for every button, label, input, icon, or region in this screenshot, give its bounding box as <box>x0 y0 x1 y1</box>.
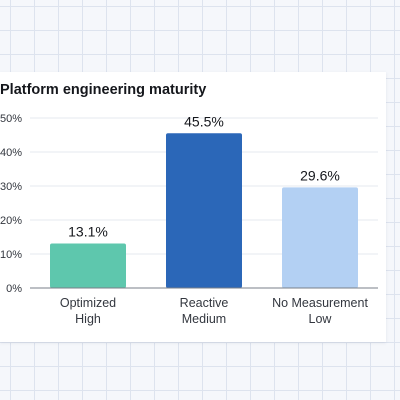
y-tick-label: 0% <box>6 283 22 295</box>
y-tick-label: 10% <box>0 249 22 261</box>
bar <box>50 243 126 288</box>
category-label-line: Optimized <box>60 296 116 310</box>
category-labels: Optimized High Reactive Medium No Measuremen… <box>60 296 369 326</box>
y-tick-label: 40% <box>0 147 22 159</box>
y-tick-label: 20% <box>0 215 22 227</box>
bar <box>166 133 242 288</box>
category-label-line: Low <box>309 312 333 326</box>
data-label: 13.1% <box>68 223 108 239</box>
data-label: 45.5% <box>184 113 224 129</box>
category-label: No Measurement Low <box>272 296 368 326</box>
category-label: Reactive Medium <box>180 296 229 326</box>
data-labels: 13.1% 45.5% 29.6% <box>68 113 340 239</box>
category-label-line: No Measurement <box>272 296 368 310</box>
bar <box>282 187 358 288</box>
y-axis-ticks: 0% 10% 20% 30% 40% 50% <box>0 113 22 295</box>
y-tick-label: 30% <box>0 181 22 193</box>
y-tick-label: 50% <box>0 113 22 125</box>
category-label-line: Reactive <box>180 296 229 310</box>
category-label-line: Medium <box>182 312 226 326</box>
chart-title: Platform engineering maturity <box>0 82 207 98</box>
category-label-line: High <box>75 312 101 326</box>
bars <box>50 133 358 288</box>
category-label: Optimized High <box>60 296 116 326</box>
data-label: 29.6% <box>300 167 340 183</box>
